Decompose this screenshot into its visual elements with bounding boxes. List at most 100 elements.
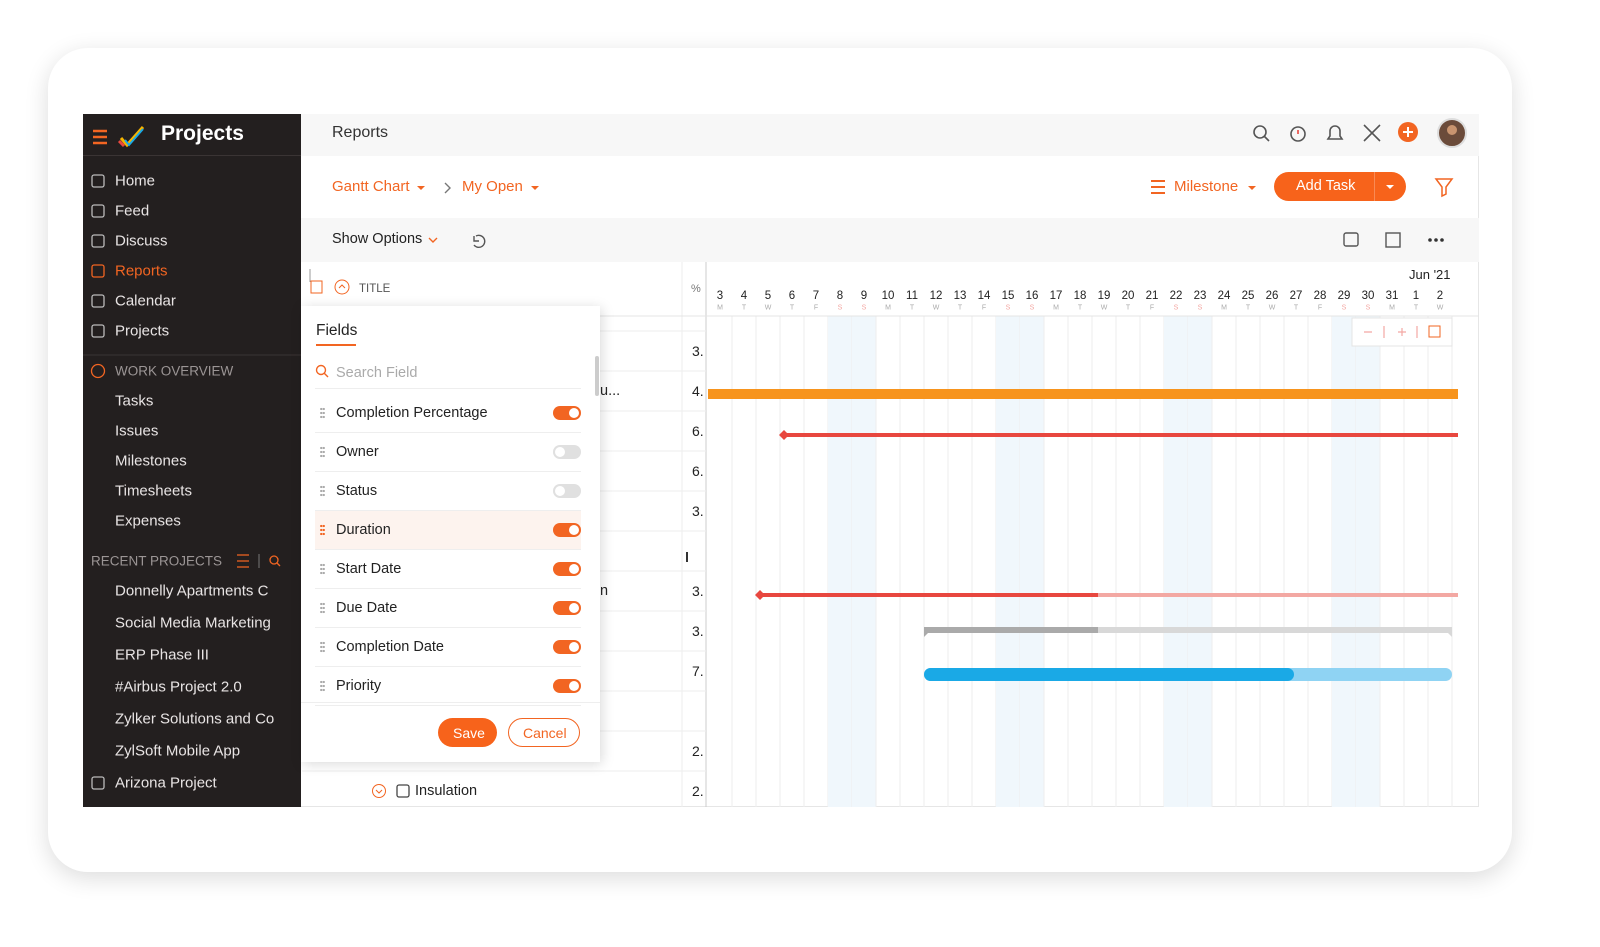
drag-handle[interactable] bbox=[320, 680, 325, 692]
day-label: 21 bbox=[1145, 290, 1159, 302]
weekday-label: T bbox=[1413, 304, 1419, 312]
field-toggle[interactable] bbox=[553, 562, 581, 576]
nav-item[interactable]: Discuss bbox=[115, 232, 168, 250]
group-dropdown[interactable]: Milestone bbox=[1174, 178, 1239, 195]
cancel-button[interactable] bbox=[508, 718, 580, 747]
day-label: 8 bbox=[836, 290, 844, 302]
view-dropdown[interactable]: Gantt Chart bbox=[332, 178, 410, 195]
sidebar-icons bbox=[83, 174, 301, 790]
panel-divider bbox=[301, 702, 600, 703]
save-label[interactable]: Save bbox=[453, 725, 485, 741]
search-field[interactable]: Search Field bbox=[336, 365, 418, 381]
weekday-label: F bbox=[981, 304, 987, 312]
field-name: Owner bbox=[336, 444, 379, 460]
gantt-bar bbox=[1098, 593, 1458, 597]
toggle-knob bbox=[555, 486, 565, 496]
nav-item[interactable]: Tasks bbox=[115, 392, 154, 410]
drag-handle[interactable] bbox=[320, 563, 325, 575]
weekday-label: M bbox=[1221, 304, 1227, 312]
day-label: 25 bbox=[1241, 290, 1255, 302]
recent-project[interactable]: ZylSoft Mobile App bbox=[115, 742, 241, 760]
recent-project[interactable]: Donnelly Apartments C bbox=[115, 582, 269, 600]
nav-item[interactable]: Milestones bbox=[115, 452, 187, 470]
field-toggle[interactable] bbox=[553, 406, 581, 420]
timeline-month: Jun '21 bbox=[1409, 267, 1451, 282]
section-title: RECENT PROJECTS bbox=[91, 553, 223, 569]
search-underline bbox=[315, 388, 581, 389]
field-divider bbox=[315, 666, 581, 667]
nav-item[interactable]: Issues bbox=[115, 422, 159, 440]
weekday-label: T bbox=[957, 304, 963, 312]
cancel-label[interactable]: Cancel bbox=[523, 725, 567, 741]
toggle-knob bbox=[569, 603, 579, 613]
panel-title: Fields bbox=[316, 322, 358, 339]
drag-handle[interactable] bbox=[320, 602, 325, 614]
weekday-label: S bbox=[1005, 304, 1011, 312]
weekday-label: S bbox=[1029, 304, 1035, 312]
day-label: 17 bbox=[1049, 290, 1063, 302]
nav-item[interactable]: Reports bbox=[115, 262, 168, 280]
field-divider bbox=[315, 432, 581, 433]
recent-project[interactable]: Social Media Marketing bbox=[115, 614, 271, 632]
drag-handle[interactable] bbox=[320, 641, 325, 653]
nav-item[interactable]: Calendar bbox=[115, 292, 176, 310]
field-divider bbox=[315, 627, 581, 628]
field-divider bbox=[315, 471, 581, 472]
day-label: 9 bbox=[860, 290, 868, 302]
drag-handle[interactable] bbox=[320, 446, 325, 458]
field-divider bbox=[315, 588, 581, 589]
save-button[interactable] bbox=[438, 718, 497, 747]
day-label: 20 bbox=[1121, 290, 1135, 302]
weekday-label: S bbox=[1197, 304, 1203, 312]
drag-handle[interactable] bbox=[320, 524, 325, 536]
field-name: Completion Percentage bbox=[336, 405, 488, 421]
field-toggle[interactable] bbox=[553, 679, 581, 693]
field-divider bbox=[315, 510, 581, 511]
nav-item[interactable]: Projects bbox=[115, 322, 170, 340]
recent-project[interactable]: Zylker Solutions and Co bbox=[115, 710, 275, 728]
weekday-label: M bbox=[717, 304, 723, 312]
add-task-label[interactable]: Add Task bbox=[1296, 178, 1356, 194]
day-label: 30 bbox=[1361, 290, 1375, 302]
day-label: 1 bbox=[1412, 290, 1420, 302]
weekday-label: T bbox=[1293, 304, 1299, 312]
weekday-label: W bbox=[1268, 304, 1276, 312]
add-task-button[interactable] bbox=[1274, 172, 1406, 201]
options-icons bbox=[428, 234, 486, 249]
drag-handle[interactable] bbox=[320, 407, 325, 419]
fields-panel: Fields Search Field Save Cancel Completi… bbox=[301, 306, 600, 762]
field-divider bbox=[315, 549, 581, 550]
weekday-label: S bbox=[837, 304, 843, 312]
field-toggle[interactable] bbox=[553, 484, 581, 498]
row-highlight bbox=[315, 511, 581, 549]
drag-handle[interactable] bbox=[320, 485, 325, 497]
field-toggle[interactable] bbox=[553, 523, 581, 537]
day-label: 10 bbox=[881, 290, 895, 302]
field-toggle[interactable] bbox=[553, 601, 581, 615]
toggle-knob bbox=[555, 447, 565, 457]
recent-project[interactable]: Arizona Project bbox=[115, 774, 217, 792]
field-toggle[interactable] bbox=[553, 445, 581, 459]
day-label: 15 bbox=[1001, 290, 1015, 302]
recent-project[interactable]: #Airbus Project 2.0 bbox=[115, 678, 242, 696]
weekday-label: S bbox=[861, 304, 867, 312]
day-label: 2 bbox=[1436, 290, 1444, 302]
field-name: Duration bbox=[336, 522, 391, 538]
nav-item[interactable]: Feed bbox=[115, 202, 150, 220]
filter-dropdown[interactable]: My Open bbox=[462, 178, 523, 195]
nav-item[interactable]: Expenses bbox=[115, 512, 181, 530]
section-title: WORK OVERVIEW bbox=[115, 363, 234, 379]
show-options[interactable]: Show Options bbox=[332, 231, 423, 247]
row-title: u... bbox=[600, 383, 621, 399]
field-name: Start Date bbox=[336, 561, 402, 577]
recent-project[interactable]: ERP Phase III bbox=[115, 646, 209, 664]
day-label: 4 bbox=[740, 290, 748, 302]
nav-item[interactable]: Home bbox=[115, 172, 156, 190]
nav-item[interactable]: Timesheets bbox=[115, 482, 192, 500]
day-label: 19 bbox=[1097, 290, 1111, 302]
search-icon bbox=[315, 364, 329, 378]
top-header bbox=[301, 114, 1479, 156]
field-toggle[interactable] bbox=[553, 640, 581, 654]
day-label: 22 bbox=[1169, 290, 1183, 302]
